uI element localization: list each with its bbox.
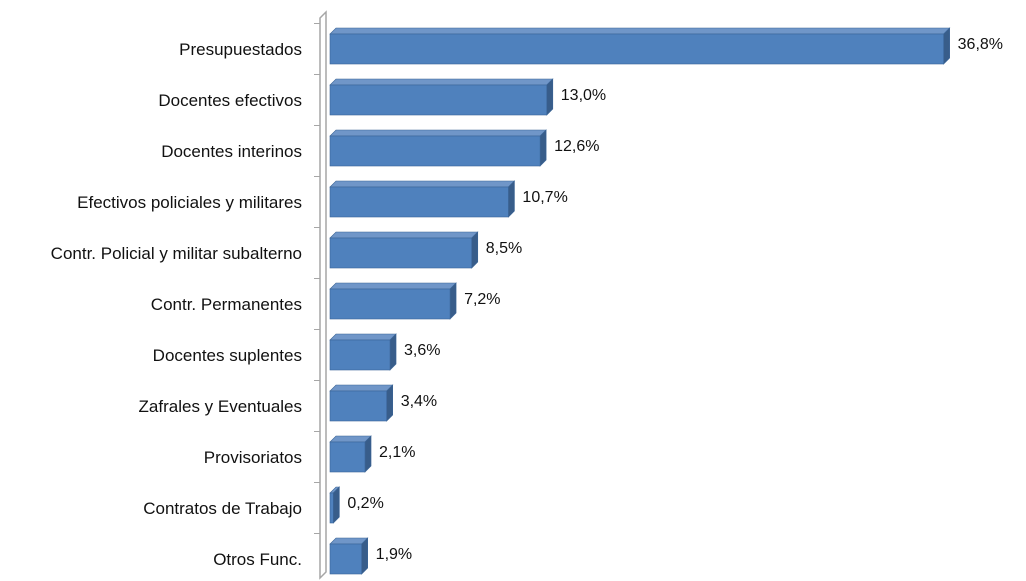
bar-docentes-interinos <box>329 129 547 167</box>
bar-side-face <box>361 537 368 575</box>
value-label: 13,0% <box>561 87 606 104</box>
bar-front-face <box>329 186 509 218</box>
value-label: 8,5% <box>486 240 522 257</box>
bar-provisoriatos <box>329 435 372 473</box>
bar-side-face <box>333 486 340 524</box>
bar-side-face <box>364 435 372 473</box>
category-label: Docentes suplentes <box>153 346 302 365</box>
category-label: Presupuestados <box>179 40 302 59</box>
category-label: Docentes efectivos <box>158 91 302 110</box>
bar-top-face <box>329 27 951 35</box>
bar-docentes-efectivos <box>329 78 554 116</box>
bar-front-face <box>329 339 391 371</box>
bar-contr-permanentes <box>329 282 457 320</box>
axis-wall <box>319 10 327 580</box>
value-label: 36,8% <box>958 36 1003 53</box>
bar-side-face <box>386 384 393 422</box>
category-label: Provisoriatos <box>204 448 302 467</box>
bar-top-face <box>329 129 547 137</box>
bar-front-face <box>329 135 541 167</box>
bar-contratos-de-trabajo <box>329 486 341 524</box>
bar-side-face <box>471 231 479 269</box>
axis-layer <box>314 10 327 580</box>
category-label: Efectivos policiales y militares <box>77 193 302 212</box>
category-label: Otros Func. <box>213 550 302 569</box>
value-label: 12,6% <box>554 138 599 155</box>
bar-otros-func <box>329 537 369 575</box>
bars-layer <box>329 27 951 575</box>
category-label: Zafrales y Eventuales <box>139 397 302 416</box>
bar-front-face <box>329 33 944 65</box>
bar-front-face <box>329 441 366 473</box>
category-label: Contratos de Trabajo <box>143 499 302 518</box>
bar-side-face <box>508 180 515 218</box>
value-label: 1,9% <box>376 546 412 563</box>
bar-efectivos-policiales-y-militares <box>329 180 516 218</box>
bar-docentes-suplentes <box>329 333 397 371</box>
bar-top-face <box>329 180 516 188</box>
category-label: Docentes interinos <box>161 142 302 161</box>
bar-side-face <box>943 27 950 65</box>
bar-front-face <box>329 543 362 575</box>
bar-top-face <box>329 231 479 239</box>
bar-side-face <box>389 333 397 371</box>
value-label: 3,6% <box>404 342 440 359</box>
value-label: 3,4% <box>401 393 437 410</box>
bar-top-face <box>329 384 394 392</box>
value-label: 10,7% <box>522 189 567 206</box>
category-label: Contr. Policial y militar subalterno <box>51 244 302 263</box>
value-label: 7,2% <box>464 291 500 308</box>
category-label: Contr. Permanentes <box>151 295 302 314</box>
bar-front-face <box>329 492 334 524</box>
bar-top-face <box>329 537 369 545</box>
bar-top-face <box>329 78 554 86</box>
bar-side-face <box>539 129 547 167</box>
bar-front-face <box>329 237 473 269</box>
bar-side-face <box>546 78 554 116</box>
value-label: 2,1% <box>379 444 415 461</box>
bar-top-face <box>329 282 457 290</box>
bar-presupuestados <box>329 27 951 65</box>
bar-top-face <box>329 333 397 341</box>
bar-side-face <box>449 282 457 320</box>
bar-contr-policial-y-militar-subalterno <box>329 231 479 269</box>
bar-zafrales-y-eventuales <box>329 384 394 422</box>
bar-top-face <box>329 435 372 443</box>
bar-front-face <box>329 84 548 116</box>
labels-layer: Presupuestados 36,8% Docentes efectivos 13,… <box>51 36 1003 569</box>
value-label: 0,2% <box>347 495 383 512</box>
bar-front-face <box>329 288 451 320</box>
bar-front-face <box>329 390 387 422</box>
